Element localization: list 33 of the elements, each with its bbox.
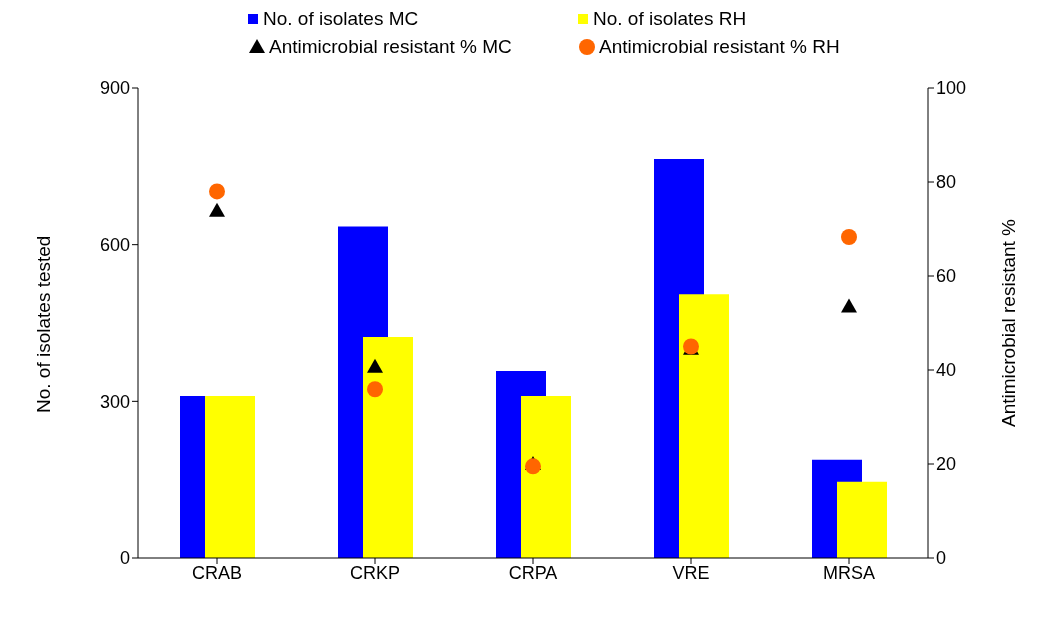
x-tick-label: CRAB xyxy=(191,562,243,583)
point xyxy=(367,381,383,398)
y2-tick-label: 0 xyxy=(936,548,947,569)
bar xyxy=(679,294,729,558)
x-tick-label: CRKP xyxy=(349,562,401,583)
x-tick-label: VRE xyxy=(672,562,710,583)
y-tick-label: 300 xyxy=(99,391,130,412)
point xyxy=(841,228,857,245)
point xyxy=(841,298,857,313)
bar xyxy=(205,396,255,558)
point xyxy=(209,183,225,200)
y-tick-label: 900 xyxy=(99,78,130,99)
legend-label: No. of isolates RH xyxy=(593,8,747,30)
y2-tick-label: 100 xyxy=(936,78,967,99)
point xyxy=(525,458,541,475)
bar xyxy=(521,396,571,558)
point xyxy=(209,202,225,217)
y2-tick-label: 20 xyxy=(936,454,957,475)
y2-tick-label: 40 xyxy=(936,360,957,381)
legend-label: Antimicrobial resistant % RH xyxy=(599,36,840,58)
point xyxy=(367,358,383,373)
legend-label: No. of isolates MC xyxy=(263,8,419,30)
x-tick-label: MRSA xyxy=(822,562,876,583)
y2-tick-label: 80 xyxy=(936,172,957,193)
y2-tick-label: 60 xyxy=(936,266,957,287)
bar xyxy=(363,337,413,558)
y-tick-label: 0 xyxy=(119,548,130,569)
y-tick-label: 600 xyxy=(99,235,130,256)
y2-axis-title: Antimicrobial resistant % xyxy=(997,218,1019,428)
legend-label: Antimicrobial resistant % MC xyxy=(269,36,512,58)
y-axis-title: No. of isolates tested xyxy=(32,235,54,413)
x-tick-label: CRPA xyxy=(508,562,558,583)
bar xyxy=(837,481,887,558)
